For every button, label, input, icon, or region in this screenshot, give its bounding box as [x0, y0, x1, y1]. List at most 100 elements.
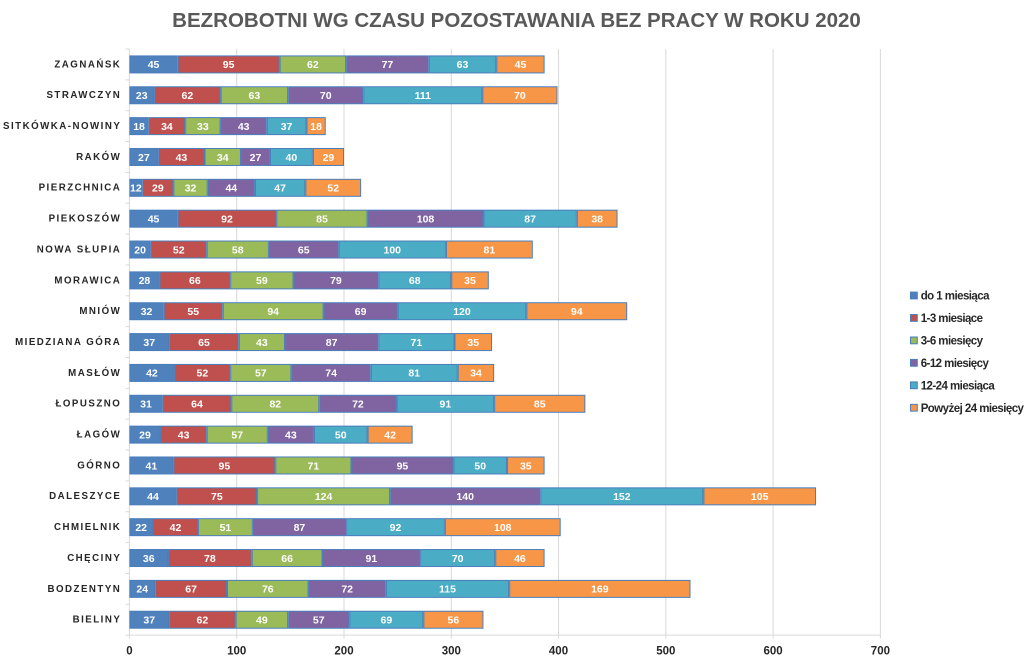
svg-text:87: 87 — [524, 213, 536, 225]
svg-text:1-3 miesiące: 1-3 miesiące — [921, 313, 983, 325]
svg-text:GÓRNO: GÓRNO — [77, 459, 121, 471]
svg-text:BIELINY: BIELINY — [73, 615, 122, 626]
svg-text:29: 29 — [139, 429, 151, 441]
svg-text:600: 600 — [764, 645, 783, 657]
svg-text:81: 81 — [483, 244, 495, 256]
svg-text:37: 37 — [281, 121, 293, 133]
svg-text:34: 34 — [470, 368, 482, 380]
svg-text:66: 66 — [189, 275, 201, 287]
svg-text:ŁAGÓW: ŁAGÓW — [77, 429, 122, 441]
svg-text:SITKÓWKA-NOWINY: SITKÓWKA-NOWINY — [3, 120, 121, 132]
svg-text:71: 71 — [308, 460, 320, 472]
svg-text:57: 57 — [231, 429, 243, 441]
svg-text:120: 120 — [453, 306, 471, 318]
svg-text:45: 45 — [148, 59, 160, 71]
svg-text:152: 152 — [613, 491, 631, 503]
svg-text:29: 29 — [152, 183, 164, 195]
svg-text:57: 57 — [313, 615, 325, 627]
svg-text:72: 72 — [341, 584, 353, 596]
svg-text:CHĘCINY: CHĘCINY — [67, 553, 121, 564]
svg-text:NOWA SŁUPIA: NOWA SŁUPIA — [37, 244, 122, 255]
svg-text:69: 69 — [355, 306, 367, 318]
svg-text:100: 100 — [383, 244, 401, 256]
svg-text:44: 44 — [225, 183, 237, 195]
svg-text:45: 45 — [515, 59, 527, 71]
svg-text:MASŁÓW: MASŁÓW — [68, 367, 121, 379]
svg-text:41: 41 — [146, 460, 158, 472]
svg-text:38: 38 — [591, 213, 603, 225]
svg-text:27: 27 — [138, 152, 150, 164]
svg-text:87: 87 — [294, 522, 306, 534]
svg-text:108: 108 — [494, 522, 512, 534]
svg-text:75: 75 — [211, 491, 223, 503]
svg-text:81: 81 — [408, 368, 420, 380]
svg-text:62: 62 — [197, 615, 209, 627]
svg-text:92: 92 — [221, 213, 233, 225]
svg-text:124: 124 — [315, 491, 333, 503]
svg-text:94: 94 — [267, 306, 279, 318]
svg-text:140: 140 — [456, 491, 474, 503]
svg-text:91: 91 — [440, 399, 452, 411]
svg-text:DALESZYCE: DALESZYCE — [49, 491, 121, 502]
svg-text:115: 115 — [439, 584, 456, 596]
svg-text:43: 43 — [178, 429, 190, 441]
svg-text:111: 111 — [415, 90, 432, 102]
svg-text:56: 56 — [448, 615, 460, 627]
svg-text:49: 49 — [256, 615, 268, 627]
svg-text:52: 52 — [327, 183, 339, 195]
svg-text:42: 42 — [146, 368, 158, 380]
svg-text:79: 79 — [330, 275, 342, 287]
svg-text:100: 100 — [227, 645, 246, 657]
svg-text:do 1 miesiąca: do 1 miesiąca — [921, 291, 990, 303]
svg-text:55: 55 — [187, 306, 199, 318]
svg-text:63: 63 — [249, 90, 261, 102]
svg-text:42: 42 — [170, 522, 182, 534]
svg-text:ŁOPUSZNO: ŁOPUSZNO — [55, 399, 121, 410]
svg-text:43: 43 — [285, 429, 297, 441]
svg-text:74: 74 — [325, 368, 337, 380]
svg-text:59: 59 — [256, 275, 268, 287]
svg-text:95: 95 — [219, 460, 231, 472]
svg-text:3-6 miesięcy: 3-6 miesięcy — [921, 336, 984, 348]
svg-text:62: 62 — [307, 59, 319, 71]
svg-text:PIERZCHNICA: PIERZCHNICA — [39, 183, 122, 194]
svg-text:20: 20 — [134, 244, 146, 256]
svg-text:12-24 miesiąca: 12-24 miesiąca — [921, 381, 996, 393]
svg-text:105: 105 — [751, 491, 769, 503]
svg-text:28: 28 — [139, 275, 151, 287]
svg-text:43: 43 — [176, 152, 188, 164]
svg-text:92: 92 — [390, 522, 402, 534]
svg-text:RAKÓW: RAKÓW — [76, 151, 121, 163]
svg-text:69: 69 — [381, 615, 393, 627]
svg-text:70: 70 — [514, 90, 526, 102]
svg-text:35: 35 — [520, 460, 532, 472]
svg-text:46: 46 — [514, 553, 526, 565]
svg-text:34: 34 — [217, 152, 229, 164]
svg-text:50: 50 — [335, 429, 347, 441]
svg-text:43: 43 — [256, 337, 268, 349]
svg-text:6-12 miesięcy: 6-12 miesięcy — [921, 358, 990, 370]
svg-text:95: 95 — [397, 460, 409, 472]
svg-text:24: 24 — [136, 584, 148, 596]
svg-text:35: 35 — [467, 337, 479, 349]
svg-text:64: 64 — [191, 399, 203, 411]
svg-text:52: 52 — [197, 368, 209, 380]
svg-text:BODZENTYN: BODZENTYN — [48, 584, 122, 595]
svg-text:68: 68 — [409, 275, 421, 287]
svg-text:31: 31 — [140, 399, 152, 411]
svg-text:23: 23 — [136, 90, 148, 102]
svg-text:58: 58 — [232, 244, 244, 256]
svg-text:0: 0 — [126, 645, 132, 657]
svg-text:94: 94 — [571, 306, 583, 318]
svg-text:91: 91 — [365, 553, 377, 565]
svg-text:95: 95 — [223, 59, 235, 71]
svg-text:MORAWICA: MORAWICA — [54, 275, 121, 286]
svg-text:700: 700 — [871, 645, 890, 657]
svg-text:MNIÓW: MNIÓW — [79, 305, 121, 317]
svg-text:35: 35 — [464, 275, 476, 287]
svg-text:37: 37 — [143, 615, 155, 627]
svg-text:43: 43 — [238, 121, 250, 133]
svg-text:36: 36 — [143, 553, 155, 565]
svg-text:85: 85 — [316, 213, 328, 225]
svg-text:32: 32 — [141, 306, 153, 318]
